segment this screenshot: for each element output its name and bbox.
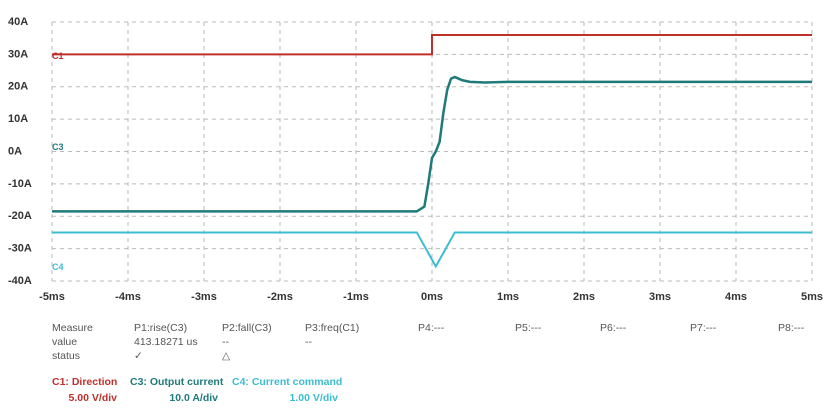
legend-scale: 10.0 A/div (169, 392, 218, 404)
y-tick-label: 0A (8, 145, 22, 157)
legend-scale: 1.00 V/div (290, 392, 339, 404)
measure-cell: P6:--- (600, 322, 627, 334)
measure-cell: 413.18271 us (134, 336, 198, 348)
series-line (52, 231, 812, 269)
legend-entry: C4: Current command (232, 376, 342, 388)
legend-entry: C1: Direction (52, 376, 117, 388)
y-tick-label: 40A (8, 16, 28, 28)
y-tick-label: 30A (8, 48, 28, 60)
measure-cell: -- (305, 336, 312, 348)
legend-entry: C3: Output current (130, 376, 224, 388)
x-tick-label: 4ms (725, 291, 747, 303)
y-tick-label: -10A (8, 178, 32, 190)
y-tick-label: 20A (8, 81, 28, 93)
measure-cell: P1:rise(C3) (134, 322, 187, 334)
x-tick-label: 3ms (649, 291, 671, 303)
y-tick-label: -40A (8, 275, 32, 287)
x-tick-label: 1ms (497, 291, 519, 303)
y-tick-label: -20A (8, 210, 32, 222)
y-tick-label: -30A (8, 243, 32, 255)
x-tick-label: 5ms (801, 291, 823, 303)
measure-cell: ✓ (134, 350, 143, 362)
series-line (52, 75, 812, 213)
measure-cell: P7:--- (690, 322, 717, 334)
series-line (52, 33, 812, 56)
measure-cell: P2:fall(C3) (222, 322, 272, 334)
measure-cell: Measure (52, 322, 93, 334)
measure-cell: P4:--- (418, 322, 445, 334)
channel-marker: C3 (52, 142, 64, 152)
measure-cell: -- (222, 336, 229, 348)
measure-cell: P5:--- (515, 322, 542, 334)
y-tick-label: 10A (8, 113, 28, 125)
x-tick-label: -3ms (191, 291, 217, 303)
measure-cell: △ (222, 350, 231, 362)
channel-marker: C4 (52, 262, 64, 272)
x-tick-label: 0ms (421, 291, 443, 303)
measure-cell: P3:freq(C1) (305, 322, 359, 334)
x-tick-label: -4ms (115, 291, 141, 303)
measure-cell: P8:--- (778, 322, 805, 334)
x-tick-label: -2ms (267, 291, 293, 303)
x-tick-label: 2ms (573, 291, 595, 303)
x-tick-label: -1ms (343, 291, 369, 303)
legend-scale: 5.00 V/div (69, 392, 118, 404)
channel-marker: C1 (52, 51, 64, 61)
measure-cell: value (52, 336, 77, 348)
x-tick-label: -5ms (39, 291, 65, 303)
measure-cell: status (52, 350, 80, 362)
